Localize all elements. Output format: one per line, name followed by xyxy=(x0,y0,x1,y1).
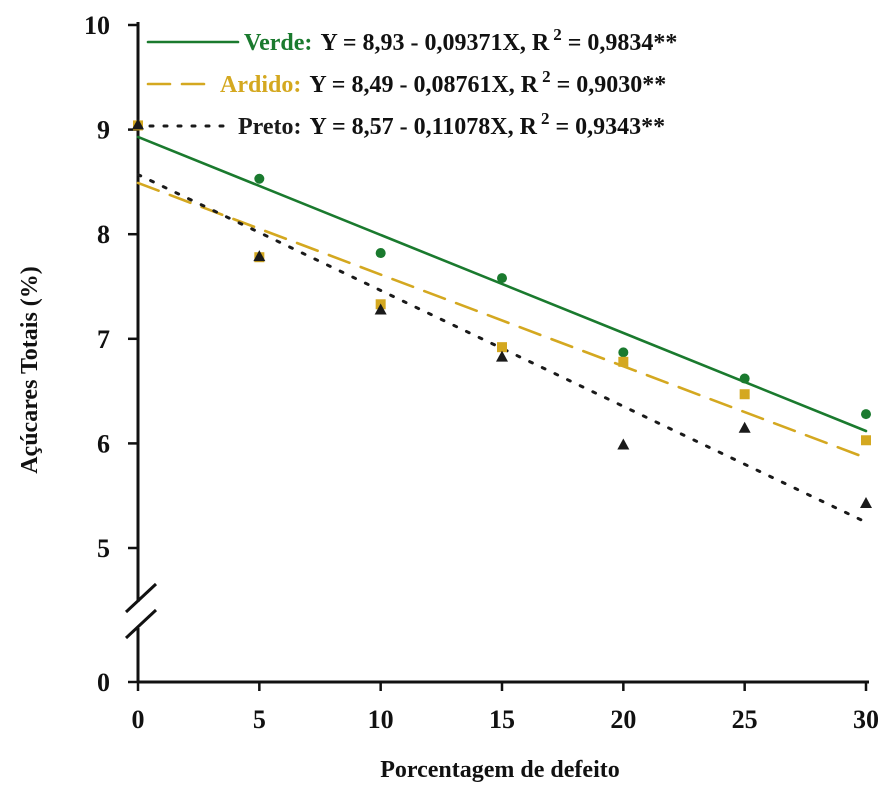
data-point-verde xyxy=(254,173,265,184)
data-point-verde xyxy=(497,273,507,284)
fit-line-preto xyxy=(136,173,868,524)
y-tick-label: 9 xyxy=(97,116,110,145)
y-ticks: 0 5 6 7 8 9 10 xyxy=(84,11,138,697)
data-point-ardido xyxy=(861,435,871,446)
y-tick-label: 0 xyxy=(97,668,110,697)
y-tick-label: 8 xyxy=(97,220,110,249)
data-point-verde xyxy=(375,248,386,259)
data-point-ardido xyxy=(497,342,507,353)
y-tick-label: 5 xyxy=(97,534,110,563)
x-tick-label: 0 xyxy=(132,705,145,734)
x-axis-title: Porcentagem de defeito xyxy=(380,757,619,783)
legend-r2-superscript: 2 xyxy=(553,25,562,44)
x-tick-label: 30 xyxy=(853,705,879,734)
axis-break-mark-1 xyxy=(124,582,158,614)
legend-equation: Y = 8,57 - 0,11078X, R xyxy=(310,114,538,140)
data-point-preto xyxy=(253,250,266,262)
x-tick-label: 25 xyxy=(732,705,758,734)
x-ticks: 0 5 10 15 20 25 30 xyxy=(132,682,879,734)
legend-series-name: Ardido: xyxy=(220,72,301,98)
data-point-preto xyxy=(496,350,508,362)
legend-entry-ardido: Ardido: Y = 8,49 - 0,08761X, R 2 = 0,9030** xyxy=(220,67,666,98)
fit-lines xyxy=(136,135,868,524)
data-point-ardido xyxy=(618,356,629,367)
legend-entry-verde: Verde: Y = 8,93 - 0,09371X, R 2 = 0,9834** xyxy=(244,25,677,56)
legend-entry-preto: Preto: Y = 8,57 - 0,11078X, R 2 = 0,9343** xyxy=(238,109,665,140)
y-tick-label: 10 xyxy=(84,11,110,40)
data-point-verde xyxy=(861,409,871,420)
y-tick-label: 7 xyxy=(97,325,110,354)
data-point-preto xyxy=(738,421,751,433)
x-tick-label: 5 xyxy=(253,705,266,734)
legend: Verde: Y = 8,93 - 0,09371X, R 2 = 0,9834**A… xyxy=(146,25,677,140)
legend-series-name: Preto: xyxy=(238,114,302,140)
legend-r2-value: = 0,9343** xyxy=(555,114,665,140)
data-point-verde xyxy=(739,373,750,384)
fit-line-verde xyxy=(136,135,868,433)
legend-r2-superscript: 2 xyxy=(541,109,550,128)
x-tick-label: 20 xyxy=(610,705,636,734)
y-tick-label: 6 xyxy=(97,429,110,458)
y-axis-title: Açúcares Totais (%) xyxy=(17,266,43,474)
legend-equation: Y = 8,93 - 0,09371X, R xyxy=(320,30,549,56)
legend-r2-value: = 0,9030** xyxy=(557,72,667,98)
legend-series-name: Verde: xyxy=(244,30,312,56)
x-tick-label: 10 xyxy=(368,705,394,734)
legend-equation: Y = 8,49 - 0,08761X, R xyxy=(309,72,538,98)
data-point-preto xyxy=(860,497,872,509)
data-point-verde xyxy=(618,347,629,358)
data-points xyxy=(132,118,872,509)
axis-break-mark-2 xyxy=(124,608,158,640)
x-tick-label: 15 xyxy=(489,705,515,734)
legend-r2-value: = 0,9834** xyxy=(568,30,678,56)
data-point-preto xyxy=(617,438,630,450)
fit-line-ardido xyxy=(136,181,868,460)
legend-r2-superscript: 2 xyxy=(542,67,551,86)
data-point-preto xyxy=(132,118,144,130)
data-point-ardido xyxy=(739,389,750,400)
data-point-preto xyxy=(374,303,387,315)
